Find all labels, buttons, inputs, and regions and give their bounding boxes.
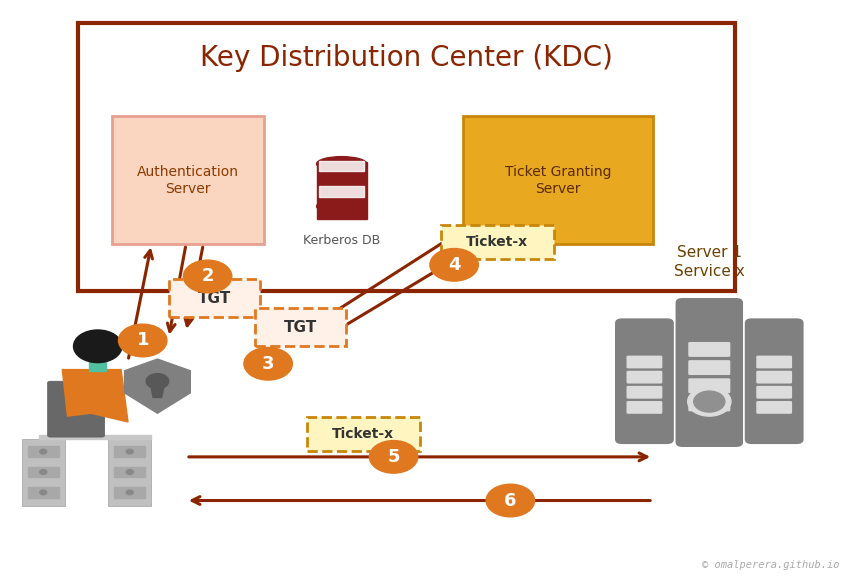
Circle shape bbox=[126, 470, 133, 474]
FancyBboxPatch shape bbox=[676, 298, 743, 447]
Text: 4: 4 bbox=[448, 256, 460, 274]
FancyBboxPatch shape bbox=[756, 356, 792, 368]
Text: © omalperera.github.io: © omalperera.github.io bbox=[702, 560, 839, 570]
Polygon shape bbox=[151, 384, 164, 398]
Circle shape bbox=[486, 484, 535, 517]
Circle shape bbox=[40, 470, 47, 474]
Bar bbox=[317, 162, 367, 219]
Text: 3: 3 bbox=[262, 355, 274, 372]
FancyBboxPatch shape bbox=[441, 225, 554, 259]
Text: 1: 1 bbox=[137, 332, 149, 349]
Bar bbox=[319, 186, 364, 197]
Polygon shape bbox=[62, 370, 128, 422]
Ellipse shape bbox=[317, 199, 367, 214]
Bar bbox=[28, 467, 59, 477]
Bar bbox=[319, 161, 364, 171]
FancyBboxPatch shape bbox=[255, 308, 346, 346]
FancyBboxPatch shape bbox=[689, 342, 730, 357]
FancyBboxPatch shape bbox=[463, 116, 653, 244]
Text: Key Distribution Center (KDC): Key Distribution Center (KDC) bbox=[200, 44, 613, 72]
Text: Ticket-x: Ticket-x bbox=[466, 235, 529, 249]
Text: TGT: TGT bbox=[284, 320, 317, 335]
FancyBboxPatch shape bbox=[745, 318, 804, 444]
FancyBboxPatch shape bbox=[108, 439, 151, 506]
Circle shape bbox=[74, 330, 122, 363]
FancyBboxPatch shape bbox=[756, 386, 792, 399]
Text: TGT: TGT bbox=[197, 291, 231, 306]
FancyBboxPatch shape bbox=[689, 360, 730, 375]
Circle shape bbox=[688, 387, 731, 416]
Circle shape bbox=[126, 490, 133, 495]
FancyBboxPatch shape bbox=[689, 378, 730, 393]
Circle shape bbox=[40, 449, 47, 454]
Text: Ticket Granting
Server: Ticket Granting Server bbox=[504, 165, 612, 196]
Bar bbox=[114, 467, 145, 477]
Text: 5: 5 bbox=[388, 448, 400, 466]
Circle shape bbox=[694, 391, 725, 412]
FancyBboxPatch shape bbox=[756, 401, 792, 414]
FancyBboxPatch shape bbox=[78, 23, 735, 291]
Circle shape bbox=[183, 260, 232, 293]
Text: 2: 2 bbox=[202, 268, 214, 285]
Circle shape bbox=[244, 347, 292, 380]
FancyBboxPatch shape bbox=[689, 396, 730, 411]
Bar bbox=[114, 446, 145, 457]
Text: Ticket-x: Ticket-x bbox=[332, 427, 394, 441]
Circle shape bbox=[119, 324, 167, 357]
FancyBboxPatch shape bbox=[307, 417, 420, 451]
Ellipse shape bbox=[317, 157, 367, 171]
FancyBboxPatch shape bbox=[615, 318, 674, 444]
FancyBboxPatch shape bbox=[112, 116, 264, 244]
Text: Kerberos DB: Kerberos DB bbox=[303, 235, 381, 247]
Bar bbox=[89, 360, 106, 371]
Bar bbox=[28, 487, 59, 498]
Circle shape bbox=[369, 441, 418, 473]
Circle shape bbox=[126, 449, 133, 454]
FancyBboxPatch shape bbox=[626, 401, 663, 414]
FancyBboxPatch shape bbox=[169, 279, 260, 317]
FancyBboxPatch shape bbox=[48, 381, 105, 437]
Bar bbox=[114, 487, 145, 498]
Text: 6: 6 bbox=[504, 492, 516, 509]
FancyBboxPatch shape bbox=[626, 356, 663, 368]
FancyBboxPatch shape bbox=[626, 371, 663, 384]
Bar bbox=[39, 435, 151, 439]
FancyBboxPatch shape bbox=[22, 439, 65, 506]
Bar bbox=[28, 446, 59, 457]
Circle shape bbox=[40, 490, 47, 495]
Text: Server 1
Service x: Server 1 Service x bbox=[674, 244, 745, 279]
FancyBboxPatch shape bbox=[626, 386, 663, 399]
Text: Authentication
Server: Authentication Server bbox=[138, 165, 239, 196]
Polygon shape bbox=[125, 359, 190, 413]
Bar bbox=[319, 135, 364, 146]
Circle shape bbox=[146, 374, 169, 389]
FancyBboxPatch shape bbox=[756, 371, 792, 384]
Circle shape bbox=[430, 249, 478, 281]
